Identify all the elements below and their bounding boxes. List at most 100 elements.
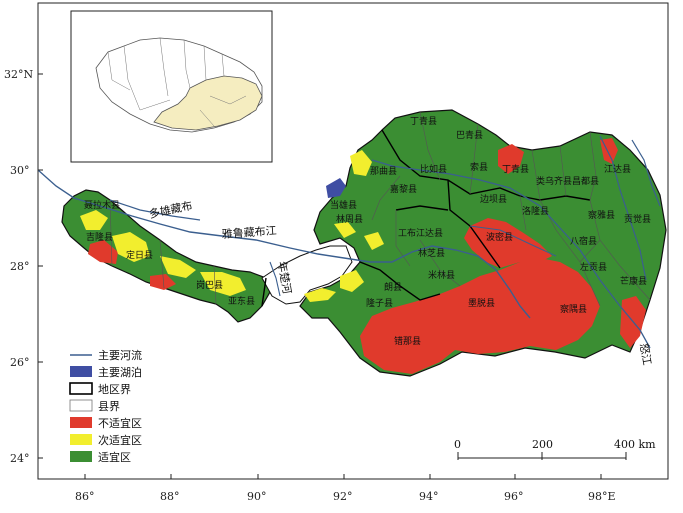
- county-label-basu: 八宿县: [570, 235, 597, 247]
- county-label-longzi: 隆子县: [366, 297, 393, 309]
- sub-suitable-west-2: [112, 232, 150, 262]
- county-label-luolong: 洛隆县: [522, 205, 549, 217]
- sub-suitable-dangxiong: [350, 150, 372, 176]
- county-label-mangkang: 芒康县: [620, 275, 647, 287]
- county-label-chaya: 察雅县: [588, 209, 615, 221]
- county-label-dingqing2: 丁青县: [502, 163, 529, 175]
- inset-map: [70, 10, 273, 163]
- sub-suitable-central-1: [304, 288, 336, 302]
- lon-label-88: 88°: [160, 490, 180, 503]
- legend-label-lake: 主要湖泊: [98, 366, 142, 379]
- county-label-gongbujiangda: 工布江达县: [398, 227, 443, 239]
- county-label-leiwuqi: 类乌齐县: [536, 175, 572, 187]
- county-label-dingri: 定日县: [126, 249, 153, 261]
- lat-label-24: 24°: [10, 452, 30, 465]
- county-label-chayu: 察隅县: [560, 303, 587, 315]
- lon-label-98: 98°E: [588, 490, 616, 503]
- legend-swatch-county-boundary: [69, 399, 93, 412]
- river-label-yarlung: 雅鲁藏布江: [221, 223, 277, 241]
- county-label-bomi: 波密县: [486, 231, 513, 243]
- sub-suitable-linzhou: [334, 222, 356, 238]
- legend-label-county-boundary: 县界: [98, 400, 120, 413]
- county-label-bianba: 边坝县: [480, 194, 507, 205]
- longitude-ticks: [84, 474, 602, 479]
- legend: 主要河流 主要湖泊 地区界 县界 不适宜区 次适宜区 适宜区: [69, 348, 142, 464]
- lon-label-86: 86°: [75, 490, 95, 503]
- river-parlung: [469, 225, 557, 257]
- county-label-linzhou: 林周县: [336, 213, 363, 225]
- unsuitable-region-central: [464, 218, 552, 268]
- river-jinsha: [631, 139, 661, 207]
- longitude-labels: 86° 88° 90° 92° 94° 96° 98°E: [75, 490, 616, 503]
- county-label-suo: 索县: [470, 161, 488, 173]
- scale-bar: 0 200 400 km: [454, 438, 656, 460]
- legend-swatch-sub-suitable: [70, 434, 92, 445]
- county-label-dingqing: 丁青县: [410, 115, 437, 127]
- legend-swatch-lake: [70, 366, 92, 377]
- county-label-naqu: 那曲县: [370, 166, 397, 177]
- county-label-motuo: 墨脱县: [468, 297, 495, 309]
- uncovered-corridor: [261, 245, 353, 305]
- legend-swatch-suitable: [70, 451, 92, 462]
- legend-label-suitable: 适宜区: [98, 450, 131, 464]
- county-label-gongjue: 贡觉县: [624, 214, 651, 225]
- inset-study-area: [153, 75, 263, 131]
- river-label-nujiang: 怒江: [637, 342, 655, 366]
- county-labels: 丁青县 巴青县 那曲县 比如县 索县 嘉黎县 丁青县 类乌齐县 昌都县 江达县 …: [84, 115, 651, 347]
- county-label-jilong: 吉隆县: [86, 231, 113, 243]
- latitude-labels: 32°N 30° 28° 26° 24°: [4, 68, 33, 465]
- legend-label-river: 主要河流: [98, 348, 142, 362]
- lat-label-26: 26°: [10, 356, 30, 369]
- county-label-milin: 米林县: [428, 269, 455, 281]
- sub-suitable-west-3: [160, 256, 196, 278]
- county-label-gangba: 岗巴县: [196, 280, 223, 291]
- legend-swatch-unsuitable: [70, 417, 92, 428]
- sub-suitable-west-4: [200, 272, 246, 296]
- unsuitable-region-south: [360, 258, 600, 374]
- sub-suitable-central-2: [340, 270, 364, 292]
- scale-label-400: 400 km: [614, 438, 656, 451]
- legend-label-unsuitable: 不适宜区: [98, 416, 142, 430]
- river-nujiang: [371, 159, 651, 349]
- legend-swatch-region-boundary: [69, 382, 93, 395]
- county-label-changdu: 昌都县: [572, 176, 599, 187]
- county-label-lang: 朗县: [384, 281, 402, 293]
- county-label-biru: 比如县: [420, 163, 447, 175]
- river-lancang: [599, 135, 647, 281]
- lat-label-32: 32°N: [4, 68, 33, 81]
- river-label-nianchu: 年楚河: [275, 260, 295, 295]
- county-label-nielamu: 聂拉木县: [84, 199, 120, 211]
- sub-suitable-west-1: [80, 210, 108, 230]
- river-nianchu: [269, 261, 281, 297]
- unsuitable-region-north: [498, 144, 524, 174]
- legend-label-sub-suitable: 次适宜区: [98, 433, 142, 447]
- county-label-linzhi: 林芝县: [418, 247, 445, 259]
- river-yarlung: [38, 169, 531, 319]
- lat-label-30: 30°: [10, 164, 30, 177]
- county-label-zuogong: 左贡县: [580, 261, 607, 273]
- county-label-jiali: 嘉黎县: [390, 183, 417, 195]
- lake-namco: [326, 178, 346, 198]
- county-label-baqing: 巴青县: [456, 129, 483, 141]
- latitude-ticks: [38, 73, 43, 459]
- county-label-yadong: 亚东县: [228, 295, 255, 307]
- inset-county-lines: [107, 37, 247, 127]
- county-label-cuona: 错那县: [394, 335, 421, 347]
- lon-label-94: 94°: [419, 490, 439, 503]
- county-label-dangxiong: 当雄县: [330, 199, 357, 211]
- lat-label-28: 28°: [10, 260, 30, 273]
- regional-boundaries: [261, 129, 591, 307]
- river-duoxiong: [109, 199, 201, 221]
- unsuitable-region-west: [88, 240, 118, 264]
- county-boundaries: [109, 111, 651, 307]
- lon-label-96: 96°: [504, 490, 524, 503]
- county-label-jiangda: 江达县: [604, 163, 631, 175]
- scale-label-0: 0: [454, 438, 461, 451]
- scale-label-200: 200: [532, 438, 553, 451]
- unsuitable-region-w2: [150, 274, 176, 290]
- legend-label-region-boundary: 地区界: [98, 383, 131, 396]
- sub-suitable-mid: [364, 232, 384, 250]
- lon-label-92: 92°: [333, 490, 353, 503]
- lon-label-90: 90°: [247, 490, 267, 503]
